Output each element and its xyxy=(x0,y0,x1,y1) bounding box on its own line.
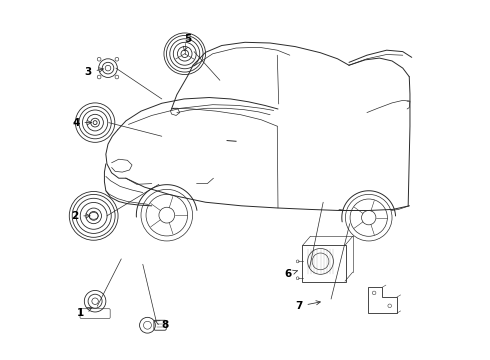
Text: 2: 2 xyxy=(71,211,90,221)
Text: 4: 4 xyxy=(72,118,92,128)
Text: 6: 6 xyxy=(284,269,297,279)
Text: 1: 1 xyxy=(77,307,92,318)
Text: 7: 7 xyxy=(295,301,320,311)
Text: 8: 8 xyxy=(155,320,169,330)
Text: 5: 5 xyxy=(183,35,191,51)
Text: 3: 3 xyxy=(84,67,103,77)
